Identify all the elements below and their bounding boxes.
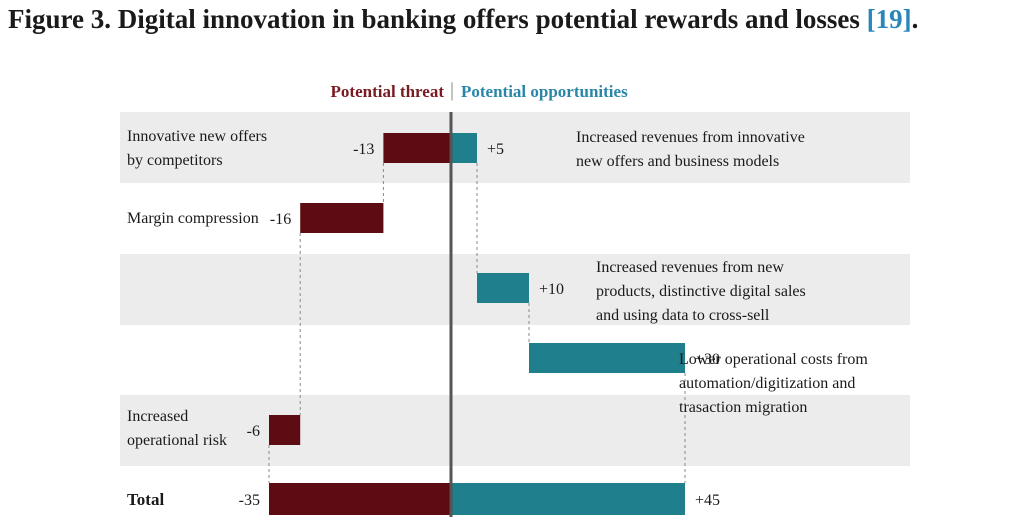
row-label-right: products, distinctive digital sales bbox=[596, 283, 806, 300]
threat-bar bbox=[383, 133, 451, 163]
header-threat-label: Potential threat bbox=[331, 82, 445, 101]
row-label-left: operational risk bbox=[127, 432, 227, 449]
figure-title: Figure 3. Digital innovation in banking … bbox=[8, 4, 918, 35]
row-label-right: Increased revenues from innovative bbox=[576, 129, 805, 146]
opportunity-value-label: +10 bbox=[539, 281, 564, 298]
row-label-left: Innovative new offers bbox=[127, 128, 267, 145]
row-label-right: and using data to cross-sell bbox=[596, 307, 770, 324]
row-label-right: Lower operational costs from bbox=[679, 351, 868, 368]
threat-bar bbox=[269, 415, 301, 445]
row-band bbox=[120, 395, 910, 466]
row-label-left: Increased bbox=[127, 408, 188, 425]
opportunity-bar bbox=[477, 273, 529, 303]
total-threat-bar bbox=[269, 483, 451, 515]
row-label-right: trasaction migration bbox=[679, 399, 807, 416]
figure-title-text: Figure 3. Digital innovation in banking … bbox=[8, 4, 867, 34]
citation-link[interactable]: [19] bbox=[866, 4, 912, 34]
row-label-left: by competitors bbox=[127, 152, 223, 169]
row-band bbox=[120, 112, 910, 183]
total-threat-value-label: -35 bbox=[239, 492, 260, 509]
row-label-right: new offers and business models bbox=[576, 153, 779, 170]
header-opportunity-label: Potential opportunities bbox=[461, 82, 628, 101]
total-label: Total bbox=[127, 490, 164, 509]
threat-value-label: -6 bbox=[247, 423, 260, 440]
total-opportunity-value-label: +45 bbox=[695, 492, 720, 509]
row-label-left: Margin compression bbox=[127, 210, 259, 227]
total-opportunity-bar bbox=[451, 483, 685, 515]
threat-value-label: -16 bbox=[270, 211, 291, 228]
threat-bar bbox=[300, 203, 384, 233]
opportunity-bar bbox=[451, 133, 477, 163]
opportunity-bar bbox=[529, 343, 685, 373]
header-separator: | bbox=[450, 79, 454, 101]
row-label-right: automation/digitization and bbox=[679, 375, 855, 392]
opportunity-value-label: +30 bbox=[695, 351, 720, 368]
figure-title-end: . bbox=[911, 4, 919, 34]
row-label-right: Increased revenues from new bbox=[596, 259, 784, 276]
threat-value-label: -13 bbox=[353, 141, 374, 158]
opportunity-value-label: +5 bbox=[487, 141, 504, 158]
